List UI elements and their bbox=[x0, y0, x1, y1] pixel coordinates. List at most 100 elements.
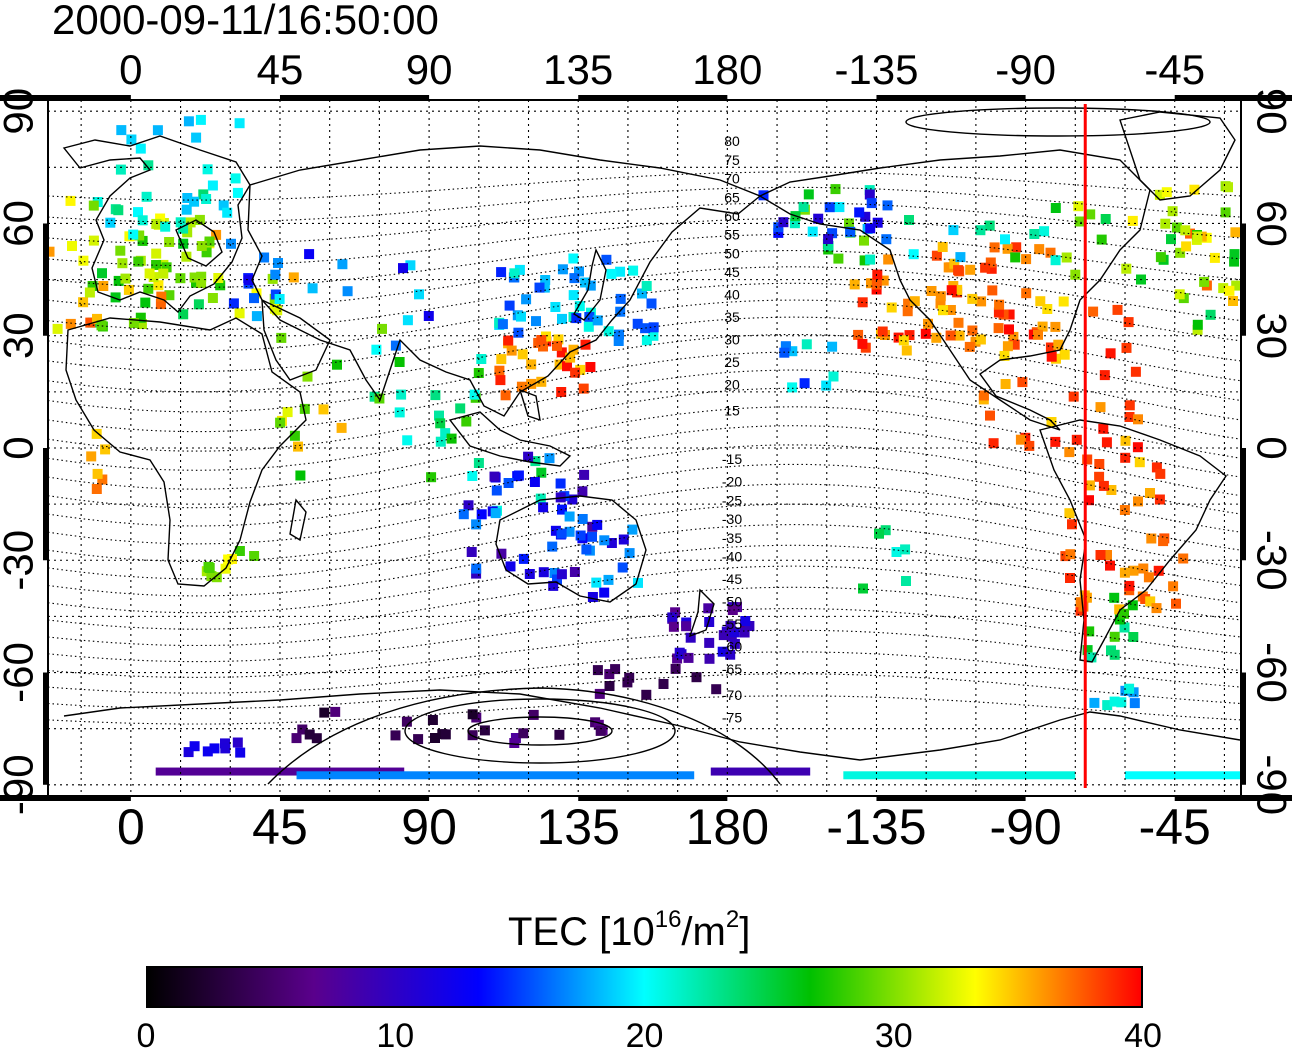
tec-patch bbox=[92, 313, 102, 324]
tec-patch bbox=[226, 238, 236, 249]
bottom-longitude-label: 0 bbox=[117, 799, 145, 855]
tec-patch bbox=[965, 264, 976, 275]
tec-patch bbox=[585, 280, 596, 291]
magnetic-latitude-contour bbox=[48, 202, 1241, 245]
tec-patch bbox=[220, 743, 231, 754]
tec-patch bbox=[593, 719, 604, 730]
tec-patch bbox=[865, 254, 876, 265]
axis-tick-bar bbox=[1240, 448, 1246, 561]
tec-patch bbox=[1218, 283, 1229, 294]
tec-patch bbox=[948, 225, 959, 236]
tec-polar-band bbox=[710, 767, 811, 776]
contour-label: 45 bbox=[724, 264, 740, 280]
tec-patch bbox=[67, 241, 77, 251]
tec-patch bbox=[676, 649, 687, 660]
tec-patch bbox=[275, 417, 286, 428]
tec-patch bbox=[1008, 331, 1019, 342]
bottom-longitude-label: -135 bbox=[826, 799, 926, 855]
tec-patch bbox=[641, 335, 652, 346]
tec-patch bbox=[496, 267, 507, 278]
tec-patch bbox=[902, 306, 913, 317]
tec-patch bbox=[711, 684, 722, 695]
tec-patch bbox=[640, 323, 651, 334]
tec-patch bbox=[526, 359, 537, 370]
tec-patch bbox=[526, 378, 537, 389]
tec-patch bbox=[880, 525, 891, 536]
bottom-longitude-label: 135 bbox=[537, 799, 620, 855]
tec-patch bbox=[471, 563, 482, 574]
tec-patch bbox=[617, 562, 628, 573]
tec-patch bbox=[133, 207, 143, 218]
tec-patch bbox=[780, 341, 791, 352]
tec-patch bbox=[1119, 567, 1130, 578]
tec-patch bbox=[953, 317, 964, 328]
tec-patch bbox=[514, 264, 525, 275]
tec-patch bbox=[158, 268, 169, 279]
tec-patch bbox=[128, 318, 139, 328]
axis-ticks bbox=[0, 95, 1292, 801]
magnetic-latitude-contour bbox=[48, 333, 1241, 413]
tec-patch bbox=[113, 205, 124, 216]
tec-patch bbox=[398, 263, 408, 274]
tec-patch bbox=[575, 530, 586, 541]
tec-patch bbox=[155, 299, 166, 310]
tec-patch bbox=[606, 538, 617, 548]
tec-patch bbox=[506, 345, 517, 356]
tec-patch bbox=[100, 444, 111, 455]
tec-patch bbox=[874, 528, 884, 539]
tec-patch bbox=[615, 293, 626, 304]
tec-patch bbox=[740, 616, 751, 626]
tec-patch bbox=[1205, 309, 1216, 320]
tec-patch bbox=[259, 252, 270, 263]
tec-patch bbox=[467, 471, 478, 481]
tec-patch bbox=[827, 341, 838, 352]
tec-patch bbox=[613, 336, 624, 346]
tec-patch bbox=[307, 283, 318, 294]
tec-patch bbox=[803, 189, 814, 200]
tec-patch bbox=[1078, 601, 1089, 612]
tec-patch bbox=[202, 746, 213, 757]
tec-patch bbox=[1099, 370, 1110, 381]
magnetic-pole-contour bbox=[404, 698, 676, 764]
tec-patch bbox=[1121, 263, 1132, 274]
tec-patch bbox=[552, 574, 562, 585]
tec-patch bbox=[440, 729, 451, 740]
tec-patch bbox=[115, 245, 126, 256]
tec-patch bbox=[581, 544, 592, 555]
tec-patch bbox=[1175, 247, 1186, 258]
tec-patch bbox=[1089, 697, 1100, 708]
tec-patch bbox=[86, 451, 97, 462]
tec-patch bbox=[866, 278, 876, 289]
tec-patch bbox=[518, 728, 529, 739]
tec-patch bbox=[234, 546, 245, 556]
colorbar-title: TEC [1016/m2] bbox=[508, 906, 751, 955]
tec-patch bbox=[396, 389, 407, 400]
tec-patch bbox=[787, 382, 798, 393]
tec-patch bbox=[98, 281, 109, 291]
tec-patch bbox=[704, 637, 715, 648]
tec-patch bbox=[538, 567, 549, 578]
tec-patch bbox=[592, 315, 603, 326]
tec-patch bbox=[1039, 226, 1050, 237]
tec-patch bbox=[504, 300, 515, 311]
tec-patch bbox=[1035, 296, 1046, 307]
tec-patch bbox=[1081, 592, 1092, 603]
tec-patch bbox=[799, 378, 810, 389]
tec-patch bbox=[569, 567, 580, 577]
tec-patch bbox=[1004, 309, 1015, 320]
tec-patch bbox=[1132, 442, 1143, 453]
tec-patch bbox=[882, 200, 893, 211]
bottom-longitude-label: 45 bbox=[252, 799, 308, 855]
tec-patch bbox=[390, 730, 401, 741]
tec-patch bbox=[215, 280, 226, 291]
tec-patch bbox=[455, 403, 466, 414]
tec-patch bbox=[976, 296, 987, 307]
tec-patch bbox=[1120, 435, 1131, 446]
tec-patch bbox=[1002, 243, 1013, 254]
tec-patch bbox=[531, 316, 541, 327]
tec-patch bbox=[530, 456, 541, 467]
tec-patch bbox=[813, 213, 824, 224]
tec-patch bbox=[557, 313, 567, 324]
contour-label: -20 bbox=[722, 474, 742, 490]
tec-patch bbox=[402, 435, 413, 446]
